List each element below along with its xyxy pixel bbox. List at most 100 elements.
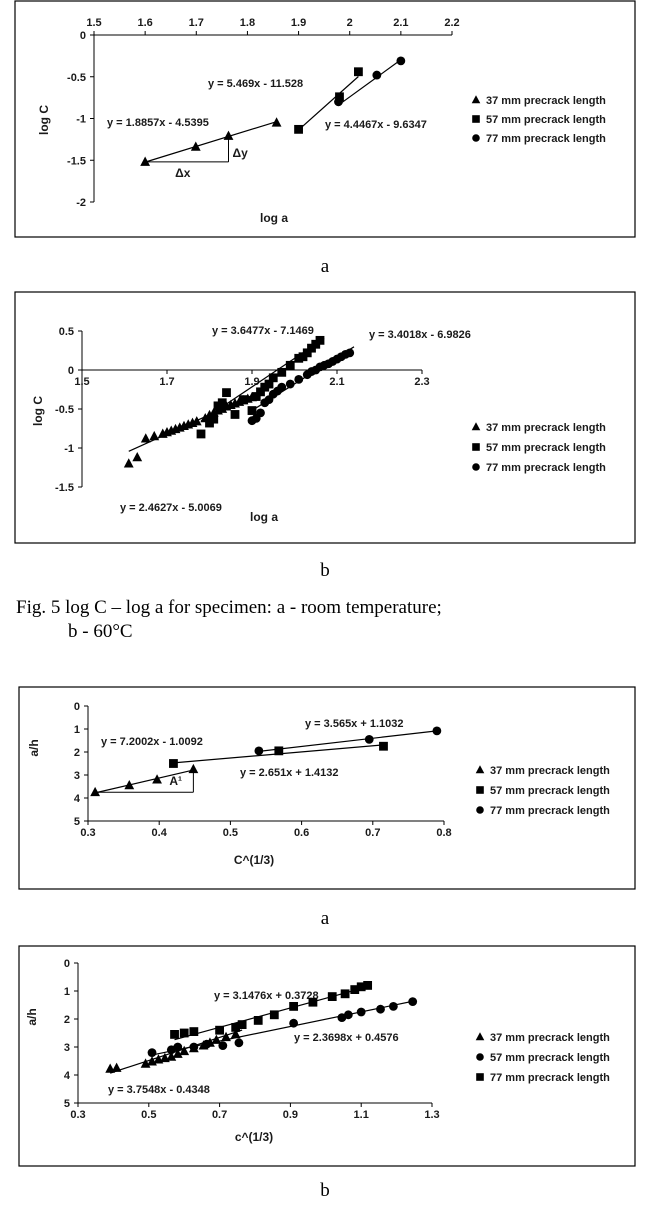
fig6b-point <box>327 992 337 1001</box>
fig5b-x-tick-label: 1.7 <box>159 376 174 388</box>
fig6a-point <box>254 746 264 756</box>
fig6a-y-tick-label: 3 <box>74 770 80 782</box>
fig5a-legend-label: 57 mm precrack length <box>486 114 606 126</box>
fig6a-legend-marker <box>476 786 484 794</box>
fig6b-y-tick-label: 1 <box>64 986 70 998</box>
fig5a-y-tick-label: -0.5 <box>67 72 86 84</box>
fig5b-y-tick-label: 0 <box>68 365 74 377</box>
fig6b-point <box>289 1018 299 1028</box>
fig6a-point <box>188 763 199 774</box>
fig6b-point <box>356 982 366 992</box>
fig5b-y-tick-label: -1.5 <box>55 482 74 494</box>
fig5a-legend-label: 77 mm precrack length <box>486 133 606 145</box>
fig6a-x-tick-label: 0.8 <box>436 827 451 839</box>
fig6b-trendline <box>148 1000 417 1057</box>
fig6a-y-tick-label: 1 <box>74 724 80 736</box>
fig6b-point <box>289 1002 299 1011</box>
fig6a-point <box>379 741 388 751</box>
fig6b-frame <box>18 945 636 1167</box>
fig5b-point <box>345 348 355 358</box>
fig6a-y-tick-label: 0 <box>74 701 80 713</box>
fig5a-legend-marker <box>471 95 481 104</box>
fig6a-y-axis-label: a/h <box>27 739 41 756</box>
fig5a-x-tick-label: 1.9 <box>291 17 306 29</box>
fig6b-trendline-equation: y = 2.3698x + 0.4576 <box>294 1032 399 1044</box>
fig5a-y-tick-label: 0 <box>80 30 86 42</box>
fig6a-legend-label: 57 mm precrack length <box>490 785 610 797</box>
fig5a-y-axis-label: log C <box>37 105 51 135</box>
fig6b-y-tick-label: 4 <box>64 1070 71 1082</box>
fig5a-x-tick-label: 2.1 <box>393 17 408 29</box>
fig5a-x-tick-label: 2.2 <box>444 17 459 29</box>
fig6a-x-tick-label: 0.6 <box>294 827 309 839</box>
fig6a-legend-label: 77 mm precrack length <box>490 805 610 817</box>
fig6b-x-tick-label: 0.9 <box>283 1109 298 1121</box>
fig6a-sublabel: a <box>320 908 330 929</box>
fig5b-point <box>217 398 227 408</box>
fig6a-x-tick-label: 0.7 <box>365 827 380 839</box>
fig6a-legend-marker <box>475 765 485 774</box>
fig6b-point <box>408 997 418 1007</box>
fig5b-x-tick-label: 2.1 <box>329 376 344 388</box>
fig5b-x-axis-label: log a <box>250 510 278 524</box>
fig5a-y-tick-label: -1.5 <box>67 155 86 167</box>
fig5a-trendline-equation: y = 4.4467x - 9.6347 <box>325 119 427 131</box>
fig6a-x-tick-label: 0.3 <box>80 827 95 839</box>
fig5b-trendline-equation: y = 3.6477x - 7.1469 <box>212 325 314 337</box>
fig6b-point <box>179 1028 189 1038</box>
fig6b-point <box>218 1041 228 1050</box>
fig6b-x-tick-label: 1.1 <box>354 1109 369 1121</box>
fig5b-legend-marker <box>471 422 481 431</box>
fig6a-trendline-equation: y = 3.565x + 1.1032 <box>305 718 403 730</box>
fig6b-point <box>211 1034 222 1044</box>
fig6b-point <box>253 1016 263 1025</box>
fig5b-point <box>285 379 295 389</box>
fig5b-point <box>230 410 240 419</box>
fig5a-x-tick-label: 2 <box>347 17 353 29</box>
figure5-caption: Fig. 5 log C – log a for specimen: a - r… <box>16 596 636 644</box>
fig6b-y-tick-label: 3 <box>64 1042 70 1054</box>
fig6a-legend-label: 37 mm precrack length <box>490 765 610 777</box>
fig6b-x-tick-label: 0.3 <box>70 1109 85 1121</box>
fig6b-point <box>269 1010 279 1020</box>
fig5a-legend-marker <box>472 115 480 123</box>
fig6b-point <box>388 1002 398 1011</box>
fig6b-point <box>350 985 360 994</box>
fig6b-point <box>234 1038 244 1048</box>
fig5a-x-tick-label: 1.5 <box>86 17 101 29</box>
fig5a-trendline <box>338 59 402 106</box>
fig5a-legend-label: 37 mm precrack length <box>486 95 606 107</box>
chart-fig6b: 0.3 0.5 0.7 0.9 1.1 1.3 0 1 2 3 4 5 c^(1/3) a/h y = 3.… <box>18 945 636 1167</box>
fig6b-x-tick-label: 0.7 <box>212 1109 227 1121</box>
fig6a-trendline <box>258 730 437 752</box>
fig5b-point <box>247 406 257 415</box>
fig5b-point <box>208 407 219 417</box>
fig5a-y-tick-label: -2 <box>76 197 86 209</box>
fig6b-y-tick-label: 2 <box>64 1014 70 1026</box>
fig5b-point <box>209 414 219 424</box>
fig6a-point <box>364 734 374 744</box>
fig5a-point <box>334 97 343 107</box>
fig6a-point <box>152 774 162 784</box>
fig6b-point <box>173 1042 183 1052</box>
fig5b-point <box>222 388 231 398</box>
fig5a-point <box>396 56 406 66</box>
fig6a-point <box>90 786 101 797</box>
fig6a-trendline-equation: y = 2.651x + 1.4132 <box>240 767 338 779</box>
fig6b-y-tick-label: 0 <box>64 958 70 970</box>
fig6b-point <box>343 1010 353 1020</box>
fig6b-point <box>308 997 318 1007</box>
fig5a-point <box>271 117 282 127</box>
fig6b-point <box>376 1004 385 1014</box>
fig6a-point <box>169 759 178 768</box>
fig6a-x-tick-label: 0.5 <box>223 827 238 839</box>
fig5b-y-tick-label: -1 <box>64 443 74 455</box>
fig6b-sublabel: b <box>320 1180 330 1201</box>
chart-fig6b-svg: 0.3 0.5 0.7 0.9 1.1 1.3 0 1 2 3 4 5 c^(1/3) a/h y = 3.… <box>18 945 636 1167</box>
fig5a-frame <box>14 0 636 238</box>
fig5b-point <box>132 451 143 462</box>
fig6a-legend-marker <box>476 806 484 814</box>
fig6a-x-axis-label: C^(1/3) <box>234 853 274 867</box>
chart-fig5a: 1.5 1.6 1.7 1.8 1.9 2 2.1 2.2 0 -0.5 -1 -1.5 -2 log a… <box>14 0 636 238</box>
